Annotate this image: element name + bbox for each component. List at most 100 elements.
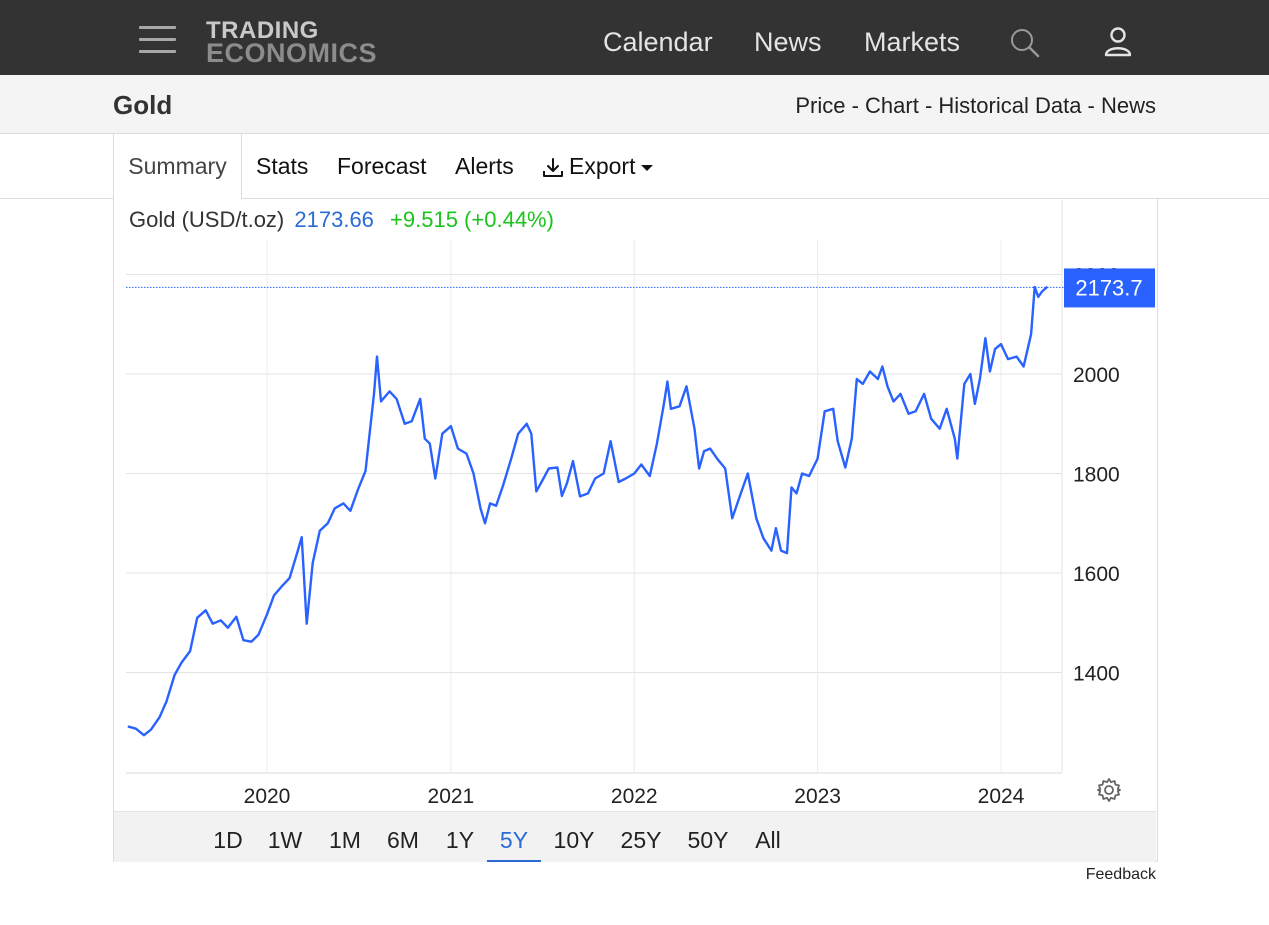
data-point (994, 348, 996, 350)
data-point (288, 577, 291, 579)
data-point (836, 440, 839, 443)
download-icon (543, 157, 563, 177)
export-button[interactable]: Export (541, 134, 654, 198)
page-links[interactable]: Price - Chart - Historical Data - News (795, 93, 1156, 118)
data-point (158, 716, 161, 719)
data-point (666, 380, 669, 383)
data-point (395, 398, 398, 400)
data-point (1000, 343, 1002, 345)
data-point (923, 393, 925, 395)
data-point (698, 467, 700, 470)
data-point (633, 472, 636, 475)
quote-line: Gold (USD/t.oz) 2173.66 +9.515 (+0.44%) (129, 207, 554, 233)
data-point (450, 425, 452, 428)
tab-forecast[interactable]: Forecast (337, 153, 427, 179)
data-point (311, 562, 314, 564)
data-point (364, 470, 367, 472)
data-point (780, 549, 782, 552)
range-button-6m[interactable]: 6M (387, 827, 419, 853)
range-selector: 1D 1W 1M 6M 1Y 5Y 10Y 25Y 50Y All (114, 811, 1156, 862)
data-point (342, 502, 345, 505)
range-button-25y[interactable]: 25Y (620, 827, 662, 853)
data-point (670, 407, 672, 410)
nav-markets[interactable]: Markets (864, 27, 961, 57)
data-point (173, 674, 176, 676)
tabs-bar: Summary Stats Forecast Alerts Export (0, 134, 1269, 199)
data-point (881, 365, 884, 368)
data-point (300, 536, 303, 539)
data-point (165, 700, 168, 703)
data-point (281, 584, 284, 587)
data-point (495, 504, 497, 507)
data-point (266, 613, 268, 616)
data-point (579, 495, 581, 498)
data-point (709, 447, 711, 450)
data-point (974, 403, 976, 405)
tab-stats[interactable]: Stats (256, 153, 309, 179)
logo-line1: TRADING (206, 17, 319, 44)
logo[interactable]: TRADING ECONOMICS (206, 17, 378, 68)
data-point (685, 385, 688, 388)
data-point (795, 492, 798, 495)
data-point (556, 466, 559, 469)
data-point (739, 492, 742, 495)
data-point (602, 472, 605, 475)
data-point (566, 482, 568, 485)
search-icon[interactable] (1008, 26, 1042, 60)
caret-down-icon (641, 164, 654, 171)
data-point (755, 517, 758, 520)
data-point (219, 619, 222, 622)
nav-calendar[interactable]: Calendar (603, 27, 713, 57)
x-tick-label-2024: 2024 (978, 785, 1025, 808)
data-point (410, 420, 413, 423)
range-button-1y[interactable]: 1Y (445, 827, 475, 853)
data-point (479, 507, 482, 510)
data-point (423, 437, 426, 440)
data-point (465, 452, 468, 455)
data-point (762, 537, 765, 540)
data-point (326, 522, 329, 525)
y-axis-ticks: 14001600180020002200 (1073, 265, 1120, 686)
x-tick-label-2023: 2023 (794, 785, 841, 808)
range-button-all[interactable]: All (755, 827, 781, 853)
tab-alerts[interactable]: Alerts (455, 153, 514, 179)
range-button-1w[interactable]: 1W (267, 827, 303, 853)
y-tick-label-1800: 1800 (1073, 464, 1120, 487)
range-button-10y[interactable]: 10Y (553, 827, 595, 853)
data-point (914, 410, 917, 413)
data-point (1030, 333, 1032, 336)
data-point (823, 410, 826, 413)
data-point (517, 432, 520, 435)
tab-summary[interactable]: Summary (113, 134, 242, 199)
nav-news[interactable]: News (754, 27, 822, 57)
data-point (135, 727, 137, 730)
data-point (703, 450, 705, 452)
data-point (938, 427, 941, 430)
range-button-1d[interactable]: 1D (213, 827, 243, 853)
data-point (127, 725, 130, 728)
page-title: Gold (113, 90, 173, 120)
range-button-50y[interactable]: 50Y (687, 827, 729, 853)
data-point (786, 552, 788, 554)
data-point (640, 463, 643, 466)
gear-icon[interactable] (1096, 777, 1122, 803)
menu-icon[interactable] (139, 26, 176, 54)
data-point (984, 337, 987, 340)
data-point (877, 378, 879, 380)
data-point (535, 490, 538, 493)
logo-line2: ECONOMICS (206, 38, 378, 68)
y-tick-label-1600: 1600 (1073, 563, 1120, 586)
data-point (357, 487, 360, 490)
data-point (746, 472, 749, 475)
data-point (250, 640, 253, 643)
range-button-5y[interactable]: 5Y (487, 812, 541, 862)
data-point (979, 378, 981, 380)
data-point (428, 442, 431, 445)
current-price: 2173.66 (294, 207, 374, 232)
range-button-1m[interactable]: 1M (329, 827, 361, 853)
user-icon[interactable] (1100, 24, 1136, 60)
data-point (624, 477, 627, 480)
data-point (844, 466, 847, 469)
feedback-link[interactable]: Feedback (1085, 866, 1156, 883)
